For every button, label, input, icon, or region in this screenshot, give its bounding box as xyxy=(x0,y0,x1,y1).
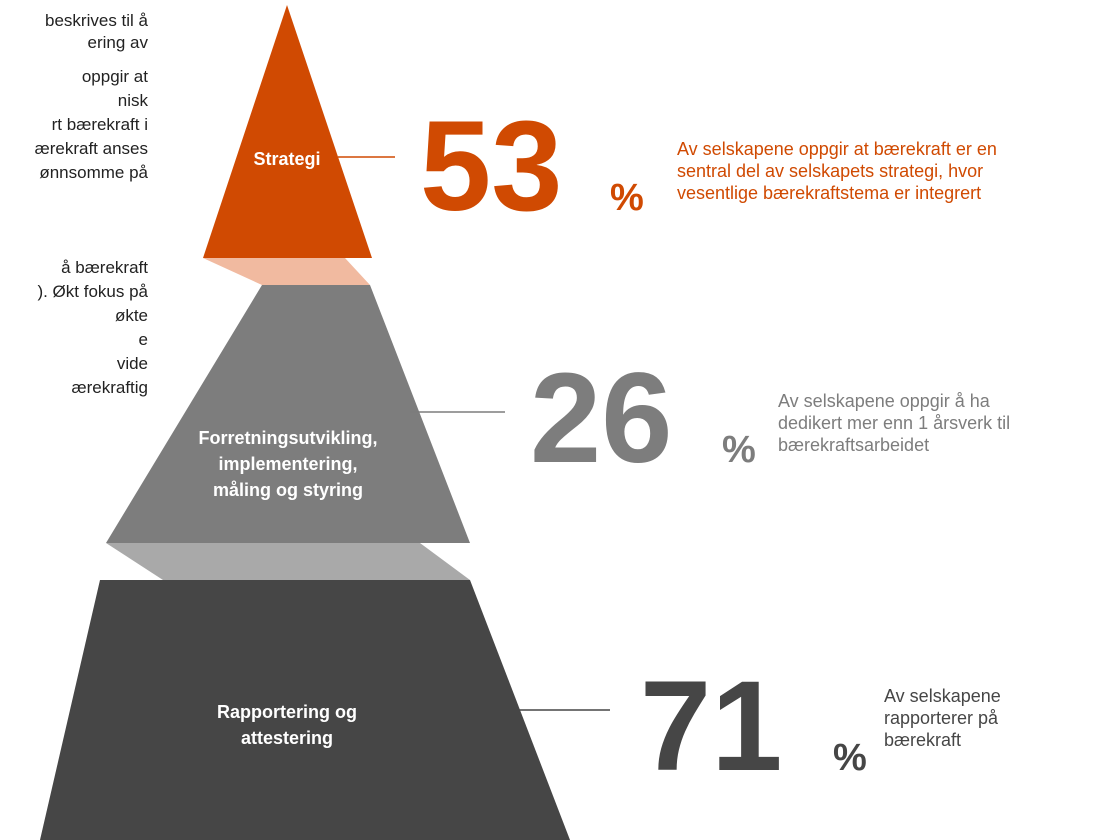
band xyxy=(106,543,470,580)
left-text-line: beskrives til å xyxy=(45,11,149,30)
tier-label: Strategi xyxy=(253,149,320,169)
stat-value: 71 xyxy=(640,655,782,798)
stat-unit: % xyxy=(722,429,756,471)
tier-label: implementering, xyxy=(218,454,357,474)
left-text-line: rt bærekraft i xyxy=(52,115,148,134)
stat-description: dedikert mer enn 1 årsverk til xyxy=(778,413,1010,433)
stat-unit: % xyxy=(833,737,867,779)
tier-reporting xyxy=(40,580,570,840)
stat-description: Av selskapene xyxy=(884,686,1001,706)
tier-label: attestering xyxy=(241,728,333,748)
band xyxy=(203,258,370,285)
left-text-line: økte xyxy=(115,306,148,325)
tier-label: Rapportering og xyxy=(217,702,357,722)
stat-value: 53 xyxy=(420,95,562,238)
left-text-line: å bærekraft xyxy=(61,258,148,277)
stat-description: bærekraftsarbeidet xyxy=(778,435,929,455)
stat-description: rapporterer på xyxy=(884,708,999,728)
tier-label: Forretningsutvikling, xyxy=(198,428,377,448)
stat-description: sentral del av selskapets strategi, hvor xyxy=(677,161,983,181)
left-text-line: vide xyxy=(117,354,148,373)
tier-label: måling og styring xyxy=(213,480,363,500)
stat-description: vesentlige bærekraftstema er integrert xyxy=(677,183,981,203)
stat-description: bærekraft xyxy=(884,730,961,750)
left-text-line: ærekraftig xyxy=(71,378,148,397)
stat-description: Av selskapene oppgir at bærekraft er en xyxy=(677,139,997,159)
stat-value: 26 xyxy=(530,347,672,490)
tier-strategy xyxy=(203,5,372,258)
left-text-line: ærekraft anses xyxy=(35,139,148,158)
left-text-line: ering av xyxy=(88,33,149,52)
left-text-line: e xyxy=(139,330,148,349)
stat-description: Av selskapene oppgir å ha xyxy=(778,391,991,411)
stat-unit: % xyxy=(610,177,644,219)
tier-business xyxy=(106,285,470,543)
left-text-line: nisk xyxy=(118,91,149,110)
left-text-line: ønnsomme på xyxy=(39,163,148,182)
content: beskrives til å ering av oppgir at nisk rt b… xyxy=(35,11,1010,798)
left-text-line: ). Økt fokus på xyxy=(37,282,148,301)
left-text-line: oppgir at xyxy=(82,67,148,86)
